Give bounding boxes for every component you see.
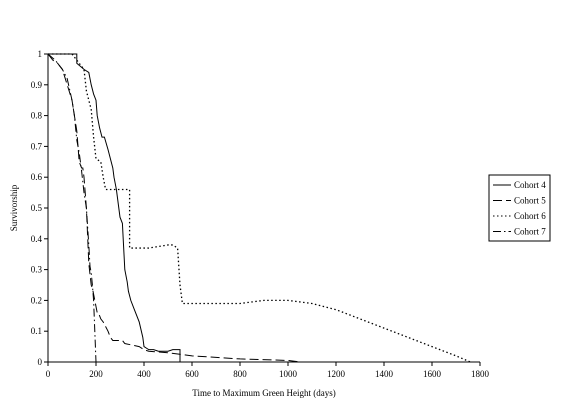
x-tick-label: 1200	[327, 369, 346, 379]
y-tick-label: 0.5	[31, 203, 43, 213]
x-tick-label: 200	[89, 369, 103, 379]
x-axis-label: Time to Maximum Green Height (days)	[192, 388, 335, 398]
x-tick-label: 1400	[375, 369, 394, 379]
y-tick-label: 0.7	[31, 141, 43, 151]
y-tick-label: 0	[38, 357, 43, 367]
series-line-cohort-5	[47, 53, 301, 363]
legend-label: Cohort 5	[514, 196, 546, 206]
x-tick-label: 1000	[279, 369, 298, 379]
x-tick-label: 1800	[471, 369, 490, 379]
plot-area	[47, 53, 471, 363]
x-tick-label: 400	[137, 369, 151, 379]
y-tick-label: 0.6	[31, 172, 43, 182]
y-tick-label: 0.8	[31, 111, 43, 121]
y-tick-label: 0.4	[31, 234, 43, 244]
y-tick-label: 1	[38, 49, 43, 59]
series-line-cohort-7	[47, 53, 97, 363]
legend-label: Cohort 4	[514, 180, 546, 190]
x-tick-label: 0	[46, 369, 51, 379]
y-tick-label: 0.3	[31, 265, 43, 275]
x-tick-label: 1600	[423, 369, 442, 379]
series-line-cohort-6	[48, 53, 471, 363]
axes: 0 200 400 600 800 1000 1200 1400 1600 1800 0 0.1 0.2…	[31, 49, 490, 379]
x-tick-label: 800	[233, 369, 247, 379]
y-tick-label: 0.2	[31, 295, 42, 305]
y-tick-label: 0.9	[31, 80, 43, 90]
legend-label: Cohort 7	[514, 227, 546, 237]
y-axis-label: Survivorship	[9, 184, 19, 231]
legend-label: Cohort 6	[514, 211, 546, 221]
series-line-cohort-4	[48, 53, 181, 362]
x-tick-label: 600	[185, 369, 199, 379]
y-tick-label: 0.1	[31, 326, 42, 336]
legend-box	[488, 174, 551, 242]
legend: Cohort 4 Cohort 5 Cohort 6 Cohort 7	[488, 174, 551, 242]
